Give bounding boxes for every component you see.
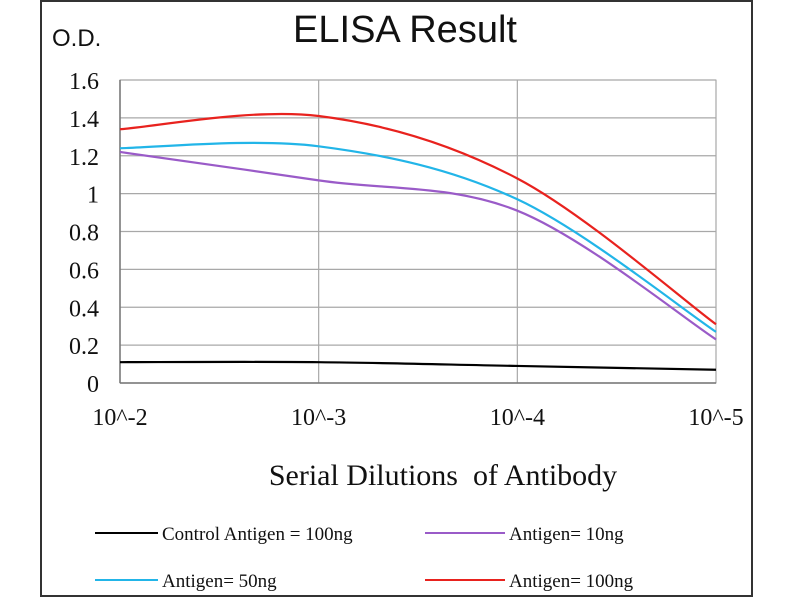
legend-label: Control Antigen = 100ng <box>162 524 353 545</box>
y-tick-label: 0 <box>87 372 99 398</box>
y-tick-label: 0.2 <box>69 334 99 360</box>
legend-label: Antigen= 100ng <box>509 571 634 592</box>
series-line-0 <box>119 360 717 371</box>
series-line-2 <box>119 141 717 333</box>
legend-label: Antigen= 10ng <box>509 524 624 545</box>
chart-frame <box>40 0 753 597</box>
y-tick-label: 1.4 <box>69 107 99 133</box>
series-line-1 <box>119 150 717 341</box>
y-tick-label: 0.4 <box>69 296 99 322</box>
x-tick-label: 10^-4 <box>490 405 545 431</box>
x-tick-label: 10^-2 <box>92 405 147 431</box>
y-tick-label: 0.8 <box>69 221 99 247</box>
y-tick-label: 1.2 <box>69 145 99 171</box>
y-axis-label: O.D. <box>52 25 101 52</box>
legend: Control Antigen = 100ng Antigen= 10ng Anti… <box>95 524 634 592</box>
series-line-3 <box>119 112 717 326</box>
x-axis-label: Serial Dilutions of Antibody <box>269 459 617 492</box>
chart-title: ELISA Result <box>293 9 517 51</box>
y-tick-label: 0.6 <box>69 258 99 284</box>
y-tick-label: 1.6 <box>69 69 99 95</box>
x-tick-label: 10^-3 <box>291 405 346 431</box>
legend-label: Antigen= 50ng <box>162 571 277 592</box>
y-tick-label: 1 <box>87 183 99 209</box>
x-tick-label: 10^-5 <box>688 405 743 431</box>
